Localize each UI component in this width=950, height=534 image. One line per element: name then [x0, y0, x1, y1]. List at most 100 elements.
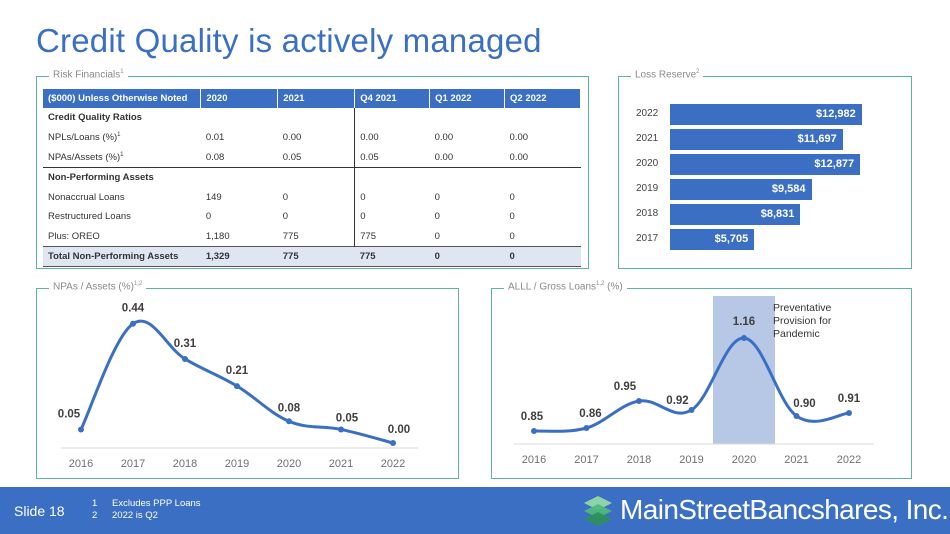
bar: $12,982 [670, 104, 862, 125]
data-label: 0.31 [174, 338, 197, 350]
table-cell: 0.00 [360, 132, 379, 144]
table-cell: 0.00 [509, 151, 529, 163]
annotation: Preventative Provision for Pandemic [773, 302, 831, 341]
row-label: Nonaccrual Loans [48, 191, 125, 203]
npa-label: NPAs / Assets (%)1,2 [49, 281, 147, 293]
data-point [338, 426, 344, 433]
table-header: 2020 [200, 89, 279, 108]
x-tick-label: 2018 [173, 458, 197, 470]
table-header: Q1 2022 [429, 89, 506, 108]
loss-reserve-label: Loss Reserve2 [631, 69, 704, 81]
data-label: 0.85 [521, 411, 544, 423]
table-cell: 0.08 [205, 151, 225, 163]
slide-number: Slide 18 [14, 503, 65, 519]
bar-value-label: $11,697 [797, 133, 837, 145]
npa-chart: 0.05 2016 0.44 2017 0.31 2018 0.21 2019 0.08 2020… [58, 303, 418, 470]
row-label: Restructured Loans [48, 211, 131, 223]
data-point [390, 440, 396, 446]
table-cell: 775 [354, 246, 430, 267]
table-cell: 0 [509, 191, 515, 203]
x-tick-label: 2022 [837, 454, 861, 466]
data-point [793, 413, 800, 419]
row-label: Plus: OREO [48, 230, 100, 242]
table-header: ($000) Unless Otherwise Noted [43, 89, 202, 108]
table-cell: 0.05 [277, 147, 356, 168]
data-point [286, 418, 292, 425]
alll-chart: 0.85 2016 0.86 2017 0.95 2018 0.92 2019 1.16 2020… [514, 296, 874, 466]
table-cell: 0 [277, 206, 356, 227]
table-cell: 0 [509, 230, 515, 242]
footnote: 2 2022 is Q2 [92, 510, 158, 521]
footer: Slide 18 1 Excludes PPP Loans 2 2022 is Q2… [0, 487, 950, 534]
table-row: NPLs/Loans (%)1 0.01 0.00 0.00 0.00 0.00 [43, 127, 581, 148]
data-label: 0.44 [122, 303, 145, 315]
bar: $9,584 [670, 179, 812, 200]
row-label: NPAs/Assets (%)1 [48, 151, 124, 163]
x-tick-label: 2022 [381, 458, 405, 470]
alll-label: ALLL / Gross Loans1,2 (%) [504, 281, 627, 293]
table-cell: 0.00 [434, 151, 454, 163]
bar-row: 2022 $12,982 [636, 104, 866, 125]
bar: $5,705 [670, 229, 755, 250]
section-label: Credit Quality Ratios [48, 112, 142, 124]
data-label: 0.08 [278, 402, 301, 414]
data-label: 0.90 [793, 398, 815, 410]
section-row: Credit Quality Ratios [43, 108, 581, 128]
table-cell: 0.05 [360, 151, 379, 163]
data-label: 0.91 [838, 393, 861, 405]
bar: $8,831 [670, 204, 801, 225]
section-row: Non-Performing Assets [43, 166, 581, 188]
x-tick-label: 2017 [121, 458, 145, 470]
data-label: 0.05 [58, 408, 81, 420]
x-tick-label: 2017 [574, 454, 598, 466]
data-label: 0.86 [579, 408, 601, 420]
bar-category-label: 2017 [636, 233, 659, 244]
table-cell: 775 [360, 230, 377, 242]
data-point [182, 355, 188, 362]
data-point [531, 428, 537, 434]
bar-category-label: 2021 [636, 133, 659, 144]
table-cell: 0 [429, 246, 505, 267]
table-cell: 0.01 [205, 132, 225, 144]
table-cell: 1,329 [200, 246, 278, 267]
table-cell: 0 [277, 187, 356, 207]
table-cell: 0 [205, 211, 212, 223]
table-header: 2021 [277, 89, 356, 108]
table-header: Q4 2021 [354, 89, 431, 108]
annotation-line: Preventative [773, 302, 832, 314]
table-cell: 775 [277, 226, 356, 247]
row-label: Total Non-Performing Assets [43, 246, 201, 267]
table-cell: 0 [434, 191, 440, 203]
data-point [583, 425, 590, 431]
bar-value-label: $12,877 [814, 158, 855, 170]
x-tick-label: 2020 [732, 454, 756, 466]
bar-value-label: $5,705 [714, 233, 749, 245]
bar-category-label: 2018 [636, 208, 659, 219]
x-tick-label: 2021 [784, 454, 808, 466]
bar-row: 2019 $9,584 [636, 179, 866, 200]
bar-value-label: $8,831 [760, 208, 795, 220]
row-label: NPLs/Loans (%)1 [48, 132, 121, 144]
bar-row: 2017 $5,705 [636, 229, 866, 250]
bar: $11,697 [670, 129, 843, 150]
data-label: 0.05 [336, 412, 359, 424]
table-cell: 1,180 [205, 230, 230, 242]
page-title: Credit Quality is actively managed [36, 22, 542, 59]
highlight-band [713, 296, 775, 444]
bar-category-label: 2020 [636, 158, 659, 169]
x-tick-label: 2020 [277, 458, 301, 470]
loss-reserve-panel: Loss Reserve2 [618, 69, 912, 269]
data-label: 0.00 [388, 424, 410, 436]
data-label: 0.92 [666, 395, 688, 407]
data-label: 1.16 [733, 316, 755, 328]
brand-logo-icon [584, 496, 612, 526]
footnote: 1 Excludes PPP Loans [92, 498, 201, 509]
data-point [130, 320, 136, 327]
risk-financials-label: Risk Financials1 [49, 69, 128, 81]
table-row: Plus: OREO 1,180 775 775 0 0 [43, 226, 581, 247]
brand-name: MainStreetBancshares, Inc. [620, 494, 949, 525]
table-cell: 149 [205, 191, 222, 203]
data-point [846, 410, 852, 416]
series-line [79, 319, 394, 445]
data-point [234, 383, 240, 390]
